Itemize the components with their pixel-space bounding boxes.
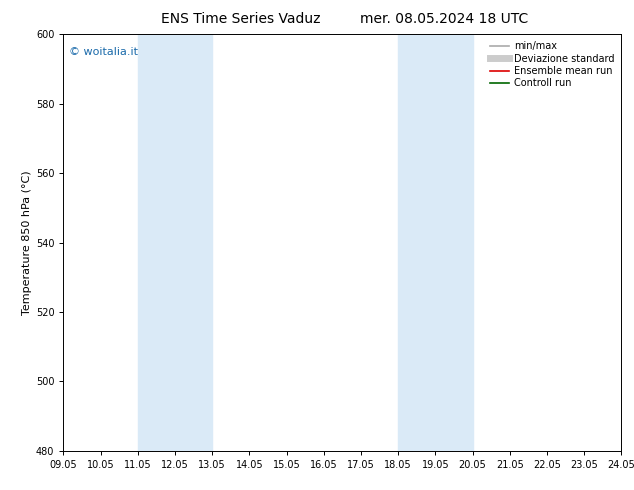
Bar xyxy=(138,34,212,451)
Text: mer. 08.05.2024 18 UTC: mer. 08.05.2024 18 UTC xyxy=(359,12,528,26)
Legend: min/max, Deviazione standard, Ensemble mean run, Controll run: min/max, Deviazione standard, Ensemble m… xyxy=(488,39,616,90)
Text: ENS Time Series Vaduz: ENS Time Series Vaduz xyxy=(161,12,321,26)
Y-axis label: Temperature 850 hPa (°C): Temperature 850 hPa (°C) xyxy=(22,170,32,315)
Text: © woitalia.it: © woitalia.it xyxy=(69,47,138,57)
Bar xyxy=(398,34,472,451)
